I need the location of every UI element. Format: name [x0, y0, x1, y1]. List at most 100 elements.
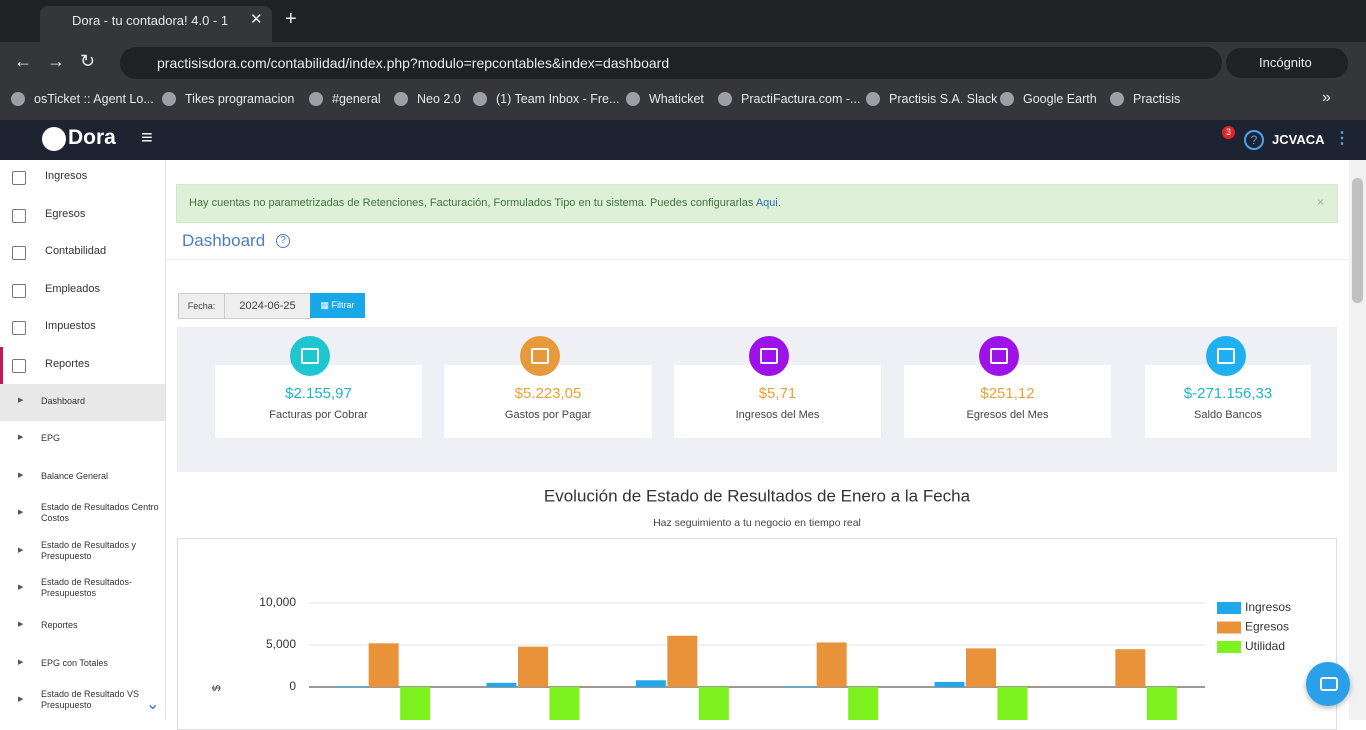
incognito-badge[interactable] — [1226, 48, 1348, 78]
brand[interactable]: Dora — [68, 126, 116, 149]
bookmark[interactable]: PractiFactura.com -... — [741, 92, 861, 106]
menu-item[interactable]: Impuestos — [45, 320, 96, 333]
alert — [176, 184, 1338, 223]
bookmark[interactable]: Whaticket — [649, 92, 704, 106]
alert-message: Hay cuentas no parametrizadas de Retenci… — [189, 197, 754, 209]
bookmark[interactable]: Tikes programacion — [185, 92, 295, 106]
submenu-item[interactable]: Dashboard — [41, 396, 86, 406]
tab[interactable] — [40, 6, 272, 42]
submenu-item[interactable]: Estado de Resultados-Presupuestos — [41, 577, 133, 598]
submenu-arrow: ▶ — [18, 471, 24, 479]
more-menu[interactable]: ⋮ — [1334, 130, 1350, 147]
submenu-item[interactable]: EPG — [41, 433, 61, 444]
bar — [966, 648, 996, 687]
card-icon — [749, 336, 789, 376]
bar — [337, 686, 368, 687]
bookmark-icon — [394, 92, 408, 106]
user-name[interactable]: JCVACA — [1272, 132, 1325, 147]
card-label: Egresos del Mes — [966, 409, 1049, 421]
card — [674, 365, 881, 438]
alert-end: . — [777, 197, 781, 209]
menu-item[interactable]: Ingresos — [45, 170, 88, 182]
y-tick-label: 0 — [289, 679, 296, 693]
submenu-item[interactable]: Estado de Resultados Centro Costos — [41, 502, 159, 524]
submenu-item[interactable]: Balance General — [41, 470, 109, 481]
bookmark[interactable]: osTicket :: Agent Lo... — [34, 92, 154, 106]
bookmark[interactable]: #general — [332, 92, 381, 106]
card-icon — [1206, 336, 1246, 376]
bookmark-icon — [473, 92, 487, 106]
submenu-item[interactable]: Estado de Resultado VS Presupuesto — [41, 689, 140, 711]
bookmark[interactable]: Practisis S.A. Slack — [889, 92, 998, 106]
tab-close[interactable]: ✕ — [250, 11, 263, 28]
card-value: $5.223,05 — [514, 385, 582, 402]
notification-count: 3 — [1222, 126, 1235, 139]
divider — [165, 259, 1349, 260]
menu-toggle[interactable]: ≡ — [141, 127, 153, 149]
omnibox[interactable] — [120, 47, 1222, 79]
bar — [368, 643, 399, 687]
menu-icon — [12, 246, 26, 261]
card-value: $5,71 — [758, 385, 797, 402]
chat-icon — [1320, 677, 1338, 691]
bar — [816, 642, 847, 687]
menu-item[interactable]: Contabilidad — [45, 245, 107, 258]
bar — [549, 687, 580, 720]
scroll-thumb[interactable] — [1352, 178, 1363, 303]
chat-button[interactable] — [1306, 662, 1350, 706]
bar — [518, 646, 548, 687]
submenu-item[interactable]: EPG con Totales — [41, 657, 108, 668]
card-icon — [290, 336, 330, 376]
scroll-down[interactable]: ⌄ — [146, 696, 160, 713]
legend-label: Ingresos — [1245, 600, 1291, 614]
card-label: Saldo Bancos — [1194, 409, 1262, 421]
submenu-arrow: ▶ — [18, 621, 24, 629]
tab-title: Dora - tu contadora! 4.0 - 1 — [72, 13, 229, 28]
bookmark[interactable]: Neo 2.0 — [417, 92, 461, 106]
filter-button-label: Filtrar — [331, 300, 355, 310]
bookmark-icon — [1110, 92, 1124, 106]
legend-swatch — [1217, 621, 1241, 634]
bookmark-icon — [626, 92, 640, 106]
new-tab[interactable]: + — [285, 8, 297, 30]
alert-close[interactable]: × — [1317, 195, 1325, 209]
incognito-label: Incógnito — [1259, 55, 1312, 70]
submenu-item[interactable]: Reportes — [41, 620, 78, 631]
menu-icon — [12, 283, 26, 298]
bookmark-icon — [866, 92, 880, 106]
card — [1145, 365, 1311, 438]
menu-icon — [12, 359, 26, 373]
nav-buttons[interactable]: ← → ↻ — [14, 51, 96, 71]
y-tick-label: 10,000 — [259, 595, 296, 609]
bookmark[interactable]: Google Earth — [1023, 92, 1097, 106]
card-label: Gastos por Pagar — [504, 409, 592, 421]
menu-item[interactable]: Egresos — [45, 207, 86, 220]
card-icon-glyph — [531, 348, 549, 364]
submenu-arrow: ▶ — [18, 509, 24, 517]
date-input[interactable]: 2024-06-25 — [224, 293, 311, 319]
menu-item[interactable]: Empleados — [45, 282, 101, 295]
submenu-arrow: ▶ — [18, 434, 24, 442]
bar — [997, 687, 1028, 720]
alert-text: Hay cuentas no parametrizadas de Retenci… — [189, 197, 781, 209]
alert-link[interactable]: Aqui — [755, 197, 778, 209]
bookmarks-more[interactable]: » — [1322, 89, 1331, 106]
menu-item[interactable]: Reportes — [45, 358, 90, 370]
menu-icon — [12, 171, 26, 185]
active-item-bg — [0, 384, 165, 421]
page-title: Dashboard — [182, 231, 266, 250]
submenu-arrow: ▶ — [18, 658, 24, 666]
card-icon-glyph — [760, 348, 778, 364]
bookmark[interactable]: (1) Team Inbox - Fre... — [496, 92, 620, 106]
bookmark[interactable]: Practisis — [1133, 92, 1181, 106]
bar — [698, 687, 729, 720]
help-icon[interactable]: ? — [1244, 130, 1264, 150]
help-icon[interactable]: ? — [276, 234, 290, 248]
filter-button[interactable]: ▦ Filtrar — [310, 293, 365, 318]
submenu-item[interactable]: Estado de Resultados y Presupuesto — [41, 539, 137, 561]
bar — [667, 635, 698, 687]
bar — [1146, 687, 1177, 720]
card-icon — [979, 336, 1019, 376]
bookmark-icon — [11, 92, 25, 106]
